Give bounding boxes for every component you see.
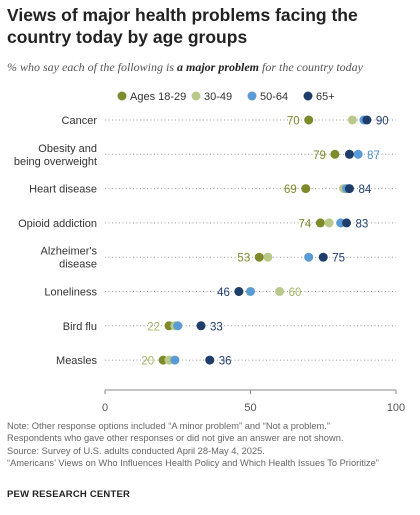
chart-subtitle: % who say each of the following is a maj… [7, 60, 417, 75]
legend-label: Ages 18-29 [130, 91, 186, 103]
chart-notes: Note: Other response options included “A… [7, 420, 417, 470]
data-label: 20 [141, 356, 154, 368]
data-point [324, 218, 334, 228]
category-label-line: Opioid addiction [18, 218, 97, 230]
note-line: “Americans’ Views on Who Influences Heal… [7, 458, 379, 469]
data-point [318, 252, 328, 262]
data-point [275, 287, 285, 296]
source-organization: PEW RESEARCH CENTER [7, 489, 131, 500]
legend-label: 65+ [316, 91, 335, 103]
data-point [304, 252, 314, 262]
data-point [170, 355, 180, 365]
note-line: Note: Other response options included “A… [7, 421, 330, 431]
data-label: 90 [376, 116, 389, 128]
subtitle-after: for the country today [259, 60, 363, 74]
data-label: 84 [358, 184, 371, 196]
category-label-line: Measles [56, 355, 97, 367]
x-tick-label: 100 [387, 402, 405, 414]
data-point [342, 218, 352, 228]
data-point [263, 252, 273, 262]
x-tick-label: 50 [244, 402, 256, 414]
data-label: 33 [210, 321, 223, 333]
category-label: Obesity and being overweight [14, 143, 97, 168]
data-label: 53 [237, 253, 250, 265]
data-point [196, 321, 206, 331]
data-point [301, 184, 311, 194]
legend-label: 30-49 [204, 91, 232, 103]
data-label: 46 [217, 287, 230, 299]
data-point [173, 321, 183, 331]
data-point [304, 115, 314, 125]
data-label: 75 [332, 253, 345, 265]
category-label-line: disease [59, 259, 97, 271]
subtitle-before: % who say each of the following is [7, 60, 177, 74]
category-label: Bird flu [63, 321, 97, 333]
data-point [315, 218, 325, 228]
data-label: 22 [147, 321, 160, 333]
legend-label: 50-64 [260, 91, 288, 103]
note-line: Source: Survey of U.S. adults conducted … [7, 445, 265, 456]
category-label: Loneliness [44, 287, 97, 299]
category-label-line: Bird flu [63, 321, 97, 333]
data-label: 79 [313, 150, 326, 162]
legend-marker [303, 91, 313, 101]
data-label: 36 [219, 356, 232, 368]
legend-marker [191, 91, 201, 101]
category-label: Opioid addiction [18, 218, 97, 230]
data-point [344, 149, 354, 159]
data-point [353, 149, 363, 159]
data-point [330, 149, 340, 159]
category-label: Alzheimer's disease [40, 246, 97, 271]
dot-plot-chart: Ages 18-29 30-49 50-64 65+ Cancer 70 90 Obesity… [14, 91, 405, 414]
legend-marker [247, 91, 257, 101]
category-label: Heart disease [29, 184, 97, 196]
data-label: 69 [284, 184, 297, 196]
category-label-line: Cancer [62, 115, 98, 127]
category-label-line: being overweight [14, 156, 97, 168]
data-label: 70 [287, 116, 300, 128]
data-point [205, 355, 215, 365]
data-point [362, 115, 372, 125]
legend-marker [117, 91, 127, 101]
category-label-line: Loneliness [44, 287, 97, 299]
note-line: Respondents who gave other responses or … [7, 433, 344, 444]
data-point [234, 287, 244, 296]
data-label: 74 [299, 218, 312, 230]
category-label: Cancer [62, 115, 98, 127]
data-label: 60 [289, 287, 302, 299]
data-label: 83 [356, 218, 369, 230]
category-label-line: Alzheimer's [40, 246, 97, 258]
category-label: Measles [56, 355, 97, 367]
data-point [347, 115, 357, 125]
category-label-line: Heart disease [29, 184, 97, 196]
data-point [254, 252, 264, 262]
chart-title: Views of major health problems facing th… [7, 5, 358, 47]
data-point [246, 287, 255, 296]
category-label-line: Obesity and [38, 143, 97, 155]
x-tick-label: 0 [102, 402, 108, 414]
subtitle-emphasis: a major problem [177, 60, 260, 74]
data-point [344, 184, 354, 194]
data-label: 87 [367, 150, 380, 162]
